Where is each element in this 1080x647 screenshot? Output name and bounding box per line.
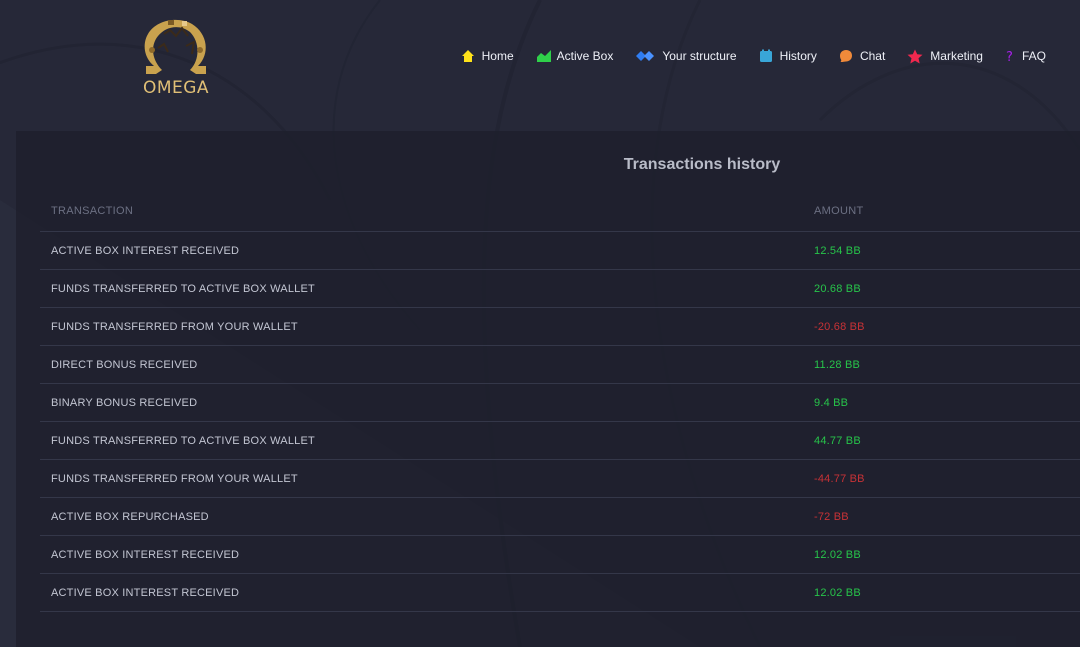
nav-label-faq: FAQ — [1021, 49, 1046, 63]
transaction-cell: ACTIVE BOX INTEREST RECEIVED — [51, 244, 240, 257]
nav-label-history: History — [779, 49, 817, 63]
nav-item-history[interactable]: History — [759, 49, 817, 63]
amount-cell: 12.02 BB — [814, 548, 861, 561]
nav-label-home: Home — [481, 49, 514, 63]
table-row: ACTIVE BOX INTEREST RECEIVED 12.54 BB — [40, 232, 1080, 270]
transaction-cell: ACTIVE BOX INTEREST RECEIVED — [51, 586, 240, 599]
nav-label-your-structure: Your structure — [662, 49, 737, 63]
history-icon — [759, 49, 773, 63]
table-row: FUNDS TRANSFERRED TO ACTIVE BOX WALLET 4… — [40, 422, 1080, 460]
transaction-cell: ACTIVE BOX REPURCHASED — [51, 510, 209, 523]
nav-label-chat: Chat — [859, 49, 886, 63]
star-icon — [907, 49, 923, 64]
amount-cell: 9.4 BB — [814, 396, 849, 409]
transaction-cell: DIRECT BONUS RECEIVED — [51, 358, 198, 371]
amount-cell: 12.54 BB — [814, 244, 861, 257]
nav-label-marketing: Marketing — [930, 49, 983, 63]
chart-icon — [536, 49, 551, 63]
transaction-cell: ACTIVE BOX INTEREST RECEIVED — [51, 548, 240, 561]
page-title: Transactions history — [623, 156, 781, 173]
table-row: ACTIVE BOX INTEREST RECEIVED 12.02 BB — [40, 536, 1080, 574]
omega-logo-icon — [144, 19, 206, 74]
transaction-cell: FUNDS TRANSFERRED FROM YOUR WALLET — [51, 472, 298, 485]
chat-icon — [839, 49, 853, 63]
nav-item-home[interactable]: Home — [461, 49, 514, 63]
table-row: ACTIVE BOX REPURCHASED -72 BB — [40, 498, 1080, 536]
nav-label-active-box: Active Box — [556, 49, 614, 63]
table-row: FUNDS TRANSFERRED TO ACTIVE BOX WALLET 2… — [40, 270, 1080, 308]
amount-cell: -20.68 BB — [814, 320, 865, 333]
table-row: DIRECT BONUS RECEIVED 11.28 BB — [40, 346, 1080, 384]
nav-item-your-structure[interactable]: Your structure — [635, 49, 737, 63]
svg-text:?: ? — [1006, 50, 1013, 63]
table-header: TRANSACTION AMOUNT — [40, 191, 1080, 232]
column-header-amount: AMOUNT — [814, 205, 864, 217]
transaction-cell: FUNDS TRANSFERRED FROM YOUR WALLET — [51, 320, 298, 333]
main-nav: Home Active Box Your structure History C… — [461, 45, 1046, 67]
column-header-transaction: TRANSACTION — [51, 205, 134, 217]
transactions-table: TRANSACTION AMOUNT ACTIVE BOX INTEREST R… — [40, 191, 1080, 612]
transaction-cell: FUNDS TRANSFERRED TO ACTIVE BOX WALLET — [51, 434, 315, 447]
amount-cell: -72 BB — [814, 510, 849, 523]
amount-cell: 20.68 BB — [814, 282, 861, 295]
transactions-panel: Transactions history TRANSACTION AMOUNT … — [16, 131, 1080, 647]
nav-item-active-box[interactable]: Active Box — [536, 49, 614, 63]
brand-name: OMEGA — [142, 78, 210, 98]
question-icon: ? — [1005, 49, 1015, 63]
structure-icon — [635, 49, 655, 63]
amount-cell: 44.77 BB — [814, 434, 861, 447]
amount-cell: -44.77 BB — [814, 472, 865, 485]
nav-item-faq[interactable]: ? FAQ — [1005, 49, 1046, 63]
table-row: FUNDS TRANSFERRED FROM YOUR WALLET -44.7… — [40, 460, 1080, 498]
brand-logo[interactable]: OMEGA — [138, 14, 214, 100]
table-row: ACTIVE BOX INTEREST RECEIVED 12.02 BB — [40, 574, 1080, 612]
amount-cell: 11.28 BB — [814, 358, 861, 371]
nav-item-chat[interactable]: Chat — [839, 49, 885, 63]
table-row: BINARY BONUS RECEIVED 9.4 BB — [40, 384, 1080, 422]
nav-item-marketing[interactable]: Marketing — [907, 49, 983, 64]
transaction-cell: BINARY BONUS RECEIVED — [51, 396, 198, 409]
amount-cell: 12.02 BB — [814, 586, 861, 599]
transaction-cell: FUNDS TRANSFERRED TO ACTIVE BOX WALLET — [51, 282, 315, 295]
home-icon — [461, 49, 475, 63]
table-row: FUNDS TRANSFERRED FROM YOUR WALLET -20.6… — [40, 308, 1080, 346]
